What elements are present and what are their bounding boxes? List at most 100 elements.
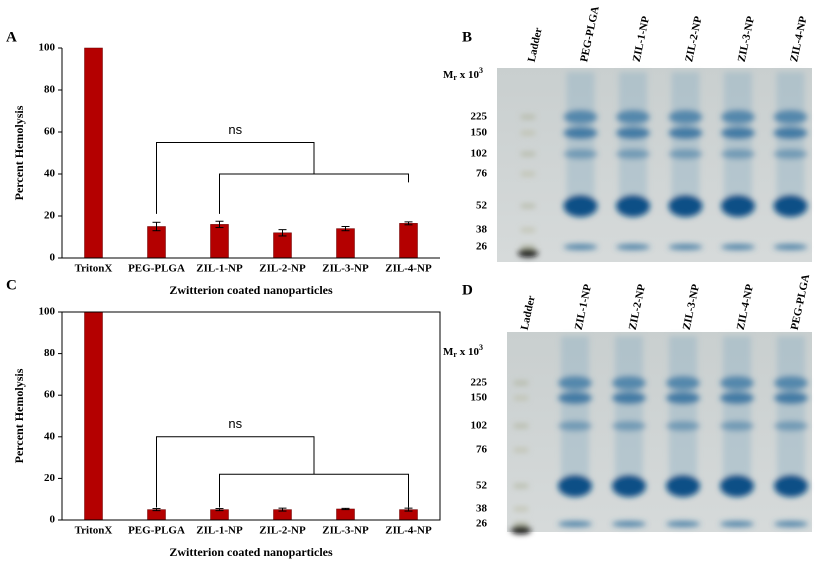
bar [336, 228, 355, 259]
ladder-band [521, 204, 535, 208]
bar [336, 508, 355, 521]
protein-band [616, 110, 650, 124]
bracket [219, 173, 409, 214]
protein-band [721, 149, 755, 159]
protein-band [721, 244, 755, 250]
ladder-band [521, 172, 535, 176]
y-tick-label: 20 [44, 210, 56, 222]
protein-band [616, 244, 650, 250]
protein-band [773, 244, 808, 250]
lane-label: ZIL-3-NP [736, 15, 757, 63]
x-tick-label: ZIL-1-NP [196, 525, 243, 537]
mw-marker: 26 [476, 241, 488, 253]
protein-band [612, 521, 646, 527]
ladder-band [514, 424, 528, 428]
protein-band [774, 521, 808, 527]
protein-band [612, 421, 646, 431]
bar [273, 232, 292, 259]
protein-band [558, 521, 592, 527]
lane-label: ZIL-4-NP [735, 283, 756, 331]
bar [147, 226, 166, 259]
y-tick-label: 60 [44, 389, 56, 401]
bar [84, 47, 103, 259]
lane-label: ZIL-4-NP [788, 15, 809, 63]
protein-band [773, 110, 808, 124]
mw-marker: 225 [471, 377, 488, 389]
lane-smear [619, 72, 647, 210]
lane-smear [561, 336, 589, 490]
ladder-band [521, 228, 535, 232]
mw-marker: 26 [476, 518, 488, 530]
protein-band [666, 392, 700, 404]
lane-smear [724, 72, 752, 210]
mw-marker: 38 [476, 503, 488, 515]
protein-band [616, 195, 650, 217]
gel [497, 68, 812, 262]
mr-label-part: M [443, 69, 454, 81]
annotation: ns [228, 122, 242, 137]
bar [84, 311, 103, 521]
x-tick-label: ZIL-1-NP [196, 263, 243, 275]
y-tick-label: 40 [44, 430, 56, 442]
mr-label-part: x 10 [457, 69, 480, 81]
ladder-dye [518, 249, 538, 257]
lane-smear [566, 72, 595, 210]
protein-band [612, 376, 646, 390]
protein-band [666, 475, 700, 497]
y-tick-label: 0 [50, 252, 56, 264]
mw-marker: 150 [471, 127, 488, 139]
protein-band [558, 376, 592, 390]
x-tick-label: ZIL-2-NP [259, 263, 306, 275]
y-tick-label: 0 [50, 514, 56, 526]
protein-band [563, 244, 598, 250]
protein-band [773, 195, 808, 217]
ladder-band [521, 245, 535, 249]
ladder-band [521, 152, 535, 156]
protein-band [563, 195, 598, 217]
ladder-band [514, 396, 528, 400]
lane-label: ZIL-2-NP [627, 283, 648, 331]
ladder-band [514, 522, 528, 526]
y-tick-label: 100 [39, 42, 56, 54]
protein-band [720, 521, 754, 527]
protein-band [721, 195, 755, 217]
protein-band [773, 149, 808, 159]
mw-marker: 150 [471, 392, 488, 404]
y-tick-label: 40 [44, 168, 56, 180]
panel-label: B [462, 29, 472, 45]
gel-bands [511, 336, 808, 534]
panel-label: A [6, 29, 17, 45]
protein-band [774, 475, 808, 497]
bracket [156, 142, 315, 214]
x-tick-label: ZIL-4-NP [385, 263, 432, 275]
mw-marker: 225 [471, 111, 488, 123]
protein-band [616, 127, 650, 139]
lane-label: ZIL-2-NP [683, 15, 704, 63]
mr-label-part: r [453, 73, 457, 82]
bar [210, 224, 229, 259]
x-tick-label: ZIL-3-NP [322, 263, 369, 275]
protein-band [558, 392, 592, 404]
y-axis-label: Percent Hemolysis [12, 368, 26, 463]
mr-label-part: 3 [479, 343, 483, 352]
bracket [156, 436, 315, 508]
annotation: ns [228, 416, 242, 431]
mw-marker: 52 [476, 200, 488, 212]
lane-label: ZIL-1-NP [573, 283, 594, 331]
lane-smear [615, 336, 643, 490]
x-tick-label: ZIL-4-NP [385, 525, 432, 537]
mr-label: Mr x 103 [443, 343, 483, 359]
lane-label: Ladder [519, 294, 538, 331]
x-axis-label: Zwitterion coated nanoparticles [169, 545, 333, 559]
protein-band [666, 421, 700, 431]
protein-band [720, 392, 754, 404]
x-axis-label: Zwitterion coated nanoparticles [169, 283, 333, 297]
x-tick-label: PEG-PLGA [128, 263, 185, 275]
protein-band [666, 521, 700, 527]
protein-band [612, 475, 646, 497]
protein-band [668, 244, 703, 250]
bracket [219, 473, 409, 508]
protein-band [668, 110, 703, 124]
protein-band [774, 376, 808, 390]
